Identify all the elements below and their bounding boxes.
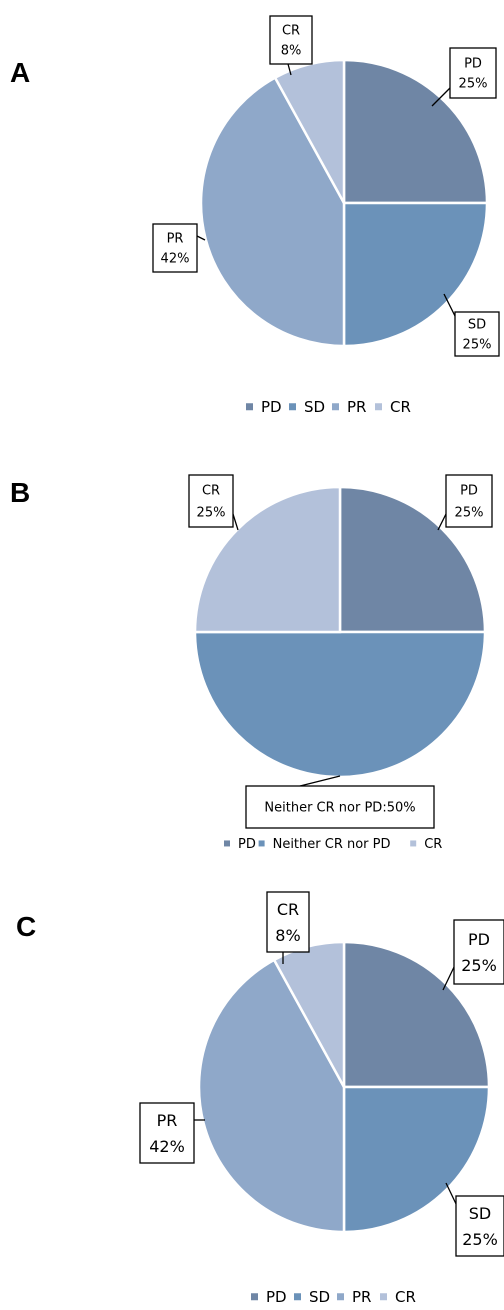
legend-swatch bbox=[294, 1293, 301, 1300]
callout-text: SD bbox=[468, 318, 486, 333]
callout-text: 25% bbox=[459, 77, 488, 92]
callout-text: PR bbox=[167, 232, 184, 247]
pie-slice-neither-cr-nor-pd bbox=[195, 632, 485, 777]
callout-text: 25% bbox=[462, 1230, 498, 1249]
data-label-pd: PD 25% bbox=[438, 475, 492, 530]
legend-swatch bbox=[224, 840, 230, 846]
legend-item-cr: CR bbox=[380, 1288, 416, 1306]
legend-swatch bbox=[410, 840, 416, 846]
callout-text: 25% bbox=[197, 506, 226, 521]
legend-item-pd: PD bbox=[246, 398, 282, 416]
legend-item-sd: SD bbox=[289, 398, 325, 416]
legend-label: CR bbox=[390, 398, 411, 416]
data-label-pr: PR 42% bbox=[153, 224, 205, 272]
data-label-cr: CR 25% bbox=[189, 475, 238, 530]
data-label-sd: SD 25% bbox=[444, 294, 499, 356]
pie-chart-b: B PD 25% Neither CR nor PD:50% CR 25% PD Neithe… bbox=[10, 475, 492, 852]
legend-label: SD bbox=[309, 1288, 330, 1306]
panel-letter-b: B bbox=[10, 477, 30, 508]
legend-label: PR bbox=[352, 1288, 371, 1306]
legend-item-pd: PD bbox=[224, 837, 256, 852]
callout-text: 8% bbox=[281, 44, 302, 59]
legend-swatch bbox=[251, 1293, 258, 1300]
callout-text: 42% bbox=[161, 252, 190, 267]
pie-chart-c: C PD 25% SD 25% PR 42% CR 8% PD SD PR CR bbox=[16, 892, 504, 1306]
legend-c: PD SD PR CR bbox=[251, 1288, 416, 1306]
legend-swatch bbox=[289, 403, 296, 410]
pie-chart-a: A PD 25% SD 25% PR 42% CR 8% PD SD PR CR bbox=[10, 16, 499, 416]
panel-letter-a: A bbox=[10, 57, 30, 88]
callout-text: PD bbox=[468, 930, 490, 949]
legend-a: PD SD PR CR bbox=[246, 398, 411, 416]
legend-label: PD bbox=[266, 1288, 287, 1306]
callout-text: PD bbox=[460, 484, 478, 499]
legend-label: CR bbox=[395, 1288, 416, 1306]
legend-label: Neither CR nor PD bbox=[273, 837, 391, 852]
callout-text: PD bbox=[464, 57, 482, 72]
legend-item-sd: SD bbox=[294, 1288, 330, 1306]
legend-item-pd: PD bbox=[251, 1288, 287, 1306]
legend-swatch bbox=[337, 1293, 344, 1300]
callout-text: 8% bbox=[275, 926, 300, 945]
callout-pointer bbox=[233, 514, 238, 530]
callout-text: CR bbox=[277, 900, 299, 919]
legend-swatch bbox=[246, 403, 253, 410]
callout-text: SD bbox=[469, 1204, 491, 1223]
legend-swatch bbox=[332, 403, 339, 410]
data-label-neither-cr-nor-pd: Neither CR nor PD:50% bbox=[246, 776, 434, 828]
data-label-pd: PD 25% bbox=[432, 48, 496, 106]
legend-swatch bbox=[380, 1293, 387, 1300]
callout-text: CR bbox=[202, 484, 220, 499]
legend-label: SD bbox=[304, 398, 325, 416]
data-label-sd: SD 25% bbox=[446, 1183, 504, 1256]
legend-label: PD bbox=[238, 837, 256, 852]
legend-item-cr: CR bbox=[410, 837, 442, 852]
legend-label: PD bbox=[261, 398, 282, 416]
callout-text: PR bbox=[157, 1111, 178, 1130]
callout-text: Neither CR nor PD:50% bbox=[264, 801, 415, 816]
callout-text: 25% bbox=[463, 338, 492, 353]
legend-swatch bbox=[259, 840, 265, 846]
callout-text: 25% bbox=[455, 506, 484, 521]
callout-text: 25% bbox=[461, 956, 497, 975]
legend-swatch bbox=[375, 403, 382, 410]
legend-label: CR bbox=[424, 837, 442, 852]
legend-item-neither-cr-nor-pd: Neither CR nor PD bbox=[259, 837, 391, 852]
callout-text: 42% bbox=[149, 1137, 185, 1156]
legend-b: PD Neither CR nor PD CR bbox=[224, 837, 442, 852]
legend-item-pr: PR bbox=[337, 1288, 371, 1306]
callout-pointer bbox=[300, 776, 340, 786]
data-label-pr: PR 42% bbox=[140, 1103, 205, 1163]
legend-label: PR bbox=[347, 398, 366, 416]
callout-text: CR bbox=[282, 24, 300, 39]
panel-letter-c: C bbox=[16, 911, 36, 942]
legend-item-cr: CR bbox=[375, 398, 411, 416]
data-label-pd: PD 25% bbox=[443, 920, 504, 990]
legend-item-pr: PR bbox=[332, 398, 366, 416]
